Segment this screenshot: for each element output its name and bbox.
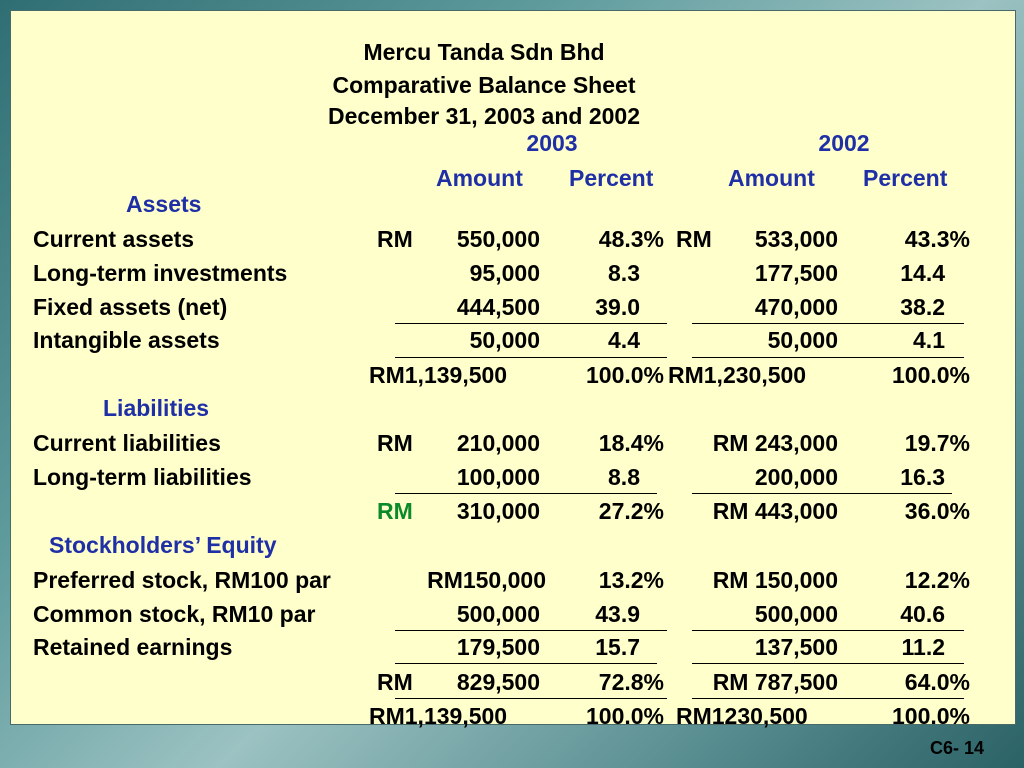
row-label: Common stock, RM10 par [33, 601, 316, 627]
amount-2003: 550,000 [456, 226, 540, 252]
percent-2003: 18.4% [598, 430, 664, 456]
currency-symbol: RM [377, 669, 413, 695]
underline [395, 493, 657, 494]
amount-2002: RM 150,000 [712, 567, 838, 593]
amount-2003: RM150,000 [427, 567, 546, 593]
amount-2002: 177,500 [754, 260, 838, 286]
percent-2002: 38.2 [900, 294, 945, 320]
grand-total-percent-2002: 100.0% [891, 703, 970, 729]
percent-2003: 15.7 [595, 634, 640, 660]
total-amount-2003: 829,500 [456, 669, 540, 695]
total-percent-2003: 72.8% [598, 669, 664, 695]
amount-2002: 500,000 [754, 601, 838, 627]
underline [395, 663, 657, 664]
total-amount-2003: RM1,139,500 [369, 362, 508, 388]
row-label: Current assets [33, 226, 195, 252]
amount-2002: 533,000 [754, 226, 838, 252]
amount-2003: 210,000 [456, 430, 540, 456]
slide-number: C6- 14 [929, 738, 984, 758]
underline [395, 357, 667, 358]
total-percent-2002: 64.0% [904, 669, 970, 695]
underline [692, 357, 964, 358]
total-amount-2002: RM 443,000 [712, 498, 838, 524]
underline [692, 663, 964, 664]
percent-2002: 40.6 [900, 601, 945, 627]
percent-2003: 39.0 [595, 294, 640, 320]
currency-symbol: RM [377, 430, 413, 456]
slide [10, 10, 1016, 725]
percent-2003: 13.2% [598, 567, 664, 593]
company-name: Mercu Tanda Sdn Bhd [363, 39, 605, 65]
underline [692, 493, 952, 494]
row-label: Preferred stock, RM100 par [33, 567, 331, 593]
total-amount-2003: 310,000 [456, 498, 540, 524]
underline [395, 323, 667, 324]
grand-total-amount-2003: RM1,139,500 [369, 703, 508, 729]
percent-2003: 8.8 [608, 464, 640, 490]
underline [395, 698, 667, 699]
currency-symbol: RM [377, 226, 413, 252]
row-label: Fixed assets (net) [33, 294, 228, 320]
section-stockholders-equity: Stockholders’ Equity [49, 532, 277, 558]
report-date: December 31, 2003 and 2002 [328, 103, 640, 129]
amount-2003: 50,000 [469, 327, 540, 353]
percent-2002: 16.3 [900, 464, 945, 490]
underline [692, 630, 964, 631]
underline [692, 323, 964, 324]
total-percent-2002: 100.0% [891, 362, 970, 388]
percent-2002: 43.3% [904, 226, 970, 252]
percent-2003: 43.9 [595, 601, 640, 627]
total-percent-2003: 100.0% [585, 362, 664, 388]
percent-2003: 4.4 [608, 327, 640, 353]
percent-2002: 19.7% [904, 430, 970, 456]
underline [692, 698, 964, 699]
total-percent-2003: 27.2% [598, 498, 664, 524]
amount-2002: RM 243,000 [712, 430, 838, 456]
row-label: Long-term liabilities [33, 464, 252, 490]
total-amount-2002: RM 787,500 [712, 669, 838, 695]
row-label: Retained earnings [33, 634, 233, 660]
currency-symbol: RM [377, 498, 413, 524]
amount-2003: 500,000 [456, 601, 540, 627]
amount-2002: 50,000 [767, 327, 838, 353]
header-percent-2003: Percent [569, 165, 654, 191]
row-label: Intangible assets [33, 327, 220, 353]
amount-2002: 470,000 [754, 294, 838, 320]
header-amount-2002: Amount [728, 165, 815, 191]
amount-2003: 95,000 [469, 260, 540, 286]
header-percent-2002: Percent [863, 165, 948, 191]
total-percent-2002: 36.0% [904, 498, 970, 524]
row-label: Current liabilities [33, 430, 221, 456]
header-year-2002: 2002 [818, 130, 870, 156]
section-liabilities: Liabilities [103, 395, 210, 421]
percent-2003: 48.3% [598, 226, 664, 252]
amount-2002: 137,500 [754, 634, 838, 660]
section-assets: Assets [126, 191, 202, 217]
percent-2002: 11.2 [901, 634, 946, 660]
grand-total-percent-2003: 100.0% [585, 703, 664, 729]
amount-2003: 100,000 [456, 464, 540, 490]
header-year-2003: 2003 [526, 130, 578, 156]
amount-2003: 179,500 [456, 634, 540, 660]
percent-2002: 12.2% [904, 567, 970, 593]
underline [395, 630, 667, 631]
amount-2003: 444,500 [456, 294, 540, 320]
report-title: Comparative Balance Sheet [332, 72, 636, 98]
header-amount-2003: Amount [436, 165, 523, 191]
percent-2002: 14.4 [900, 260, 945, 286]
amount-2002: 200,000 [754, 464, 838, 490]
percent-2003: 8.3 [608, 260, 640, 286]
total-amount-2002: RM1,230,500 [668, 362, 807, 388]
row-label: Long-term investments [33, 260, 288, 286]
currency-symbol: RM [676, 226, 712, 252]
grand-total-amount-2002: RM1230,500 [676, 703, 808, 729]
percent-2002: 4.1 [913, 327, 945, 353]
